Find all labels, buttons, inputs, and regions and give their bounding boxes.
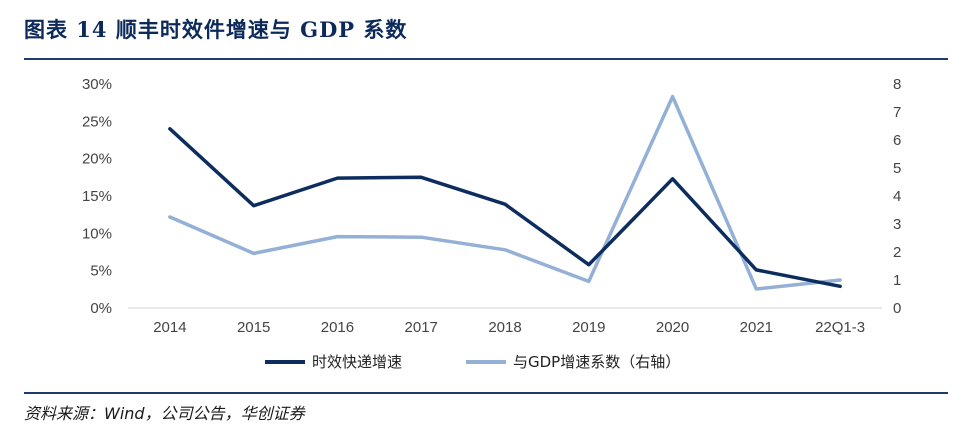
left-tick-label: 0%	[90, 300, 112, 317]
right-tick-label: 0	[893, 300, 901, 317]
right-tick-label: 2	[893, 244, 901, 261]
x-tick-label: 22Q1-3	[815, 319, 865, 336]
x-tick-label: 2014	[153, 319, 186, 336]
right-axis-ticks: 0 1 2 3 4 5 6 7 8	[893, 76, 901, 317]
right-tick-label: 3	[893, 216, 901, 233]
x-tick-label: 2017	[405, 319, 438, 336]
series-line-2	[168, 94, 842, 291]
x-tick-label: 2021	[740, 319, 773, 336]
series-layer	[168, 94, 842, 291]
x-tick-label: 2015	[237, 319, 270, 336]
left-tick-label: 20%	[82, 151, 112, 168]
x-tick-label: 2016	[321, 319, 354, 336]
right-tick-label: 7	[893, 104, 901, 121]
source-note: 资料来源：Wind，公司公告，华创证券	[24, 404, 305, 423]
legend-label-1: 时效快递增速	[312, 353, 402, 371]
left-tick-label: 30%	[82, 76, 112, 93]
left-axis-ticks: 0% 5% 10% 15% 20% 25% 30%	[82, 76, 112, 317]
footer-rule	[24, 392, 948, 394]
right-tick-label: 1	[893, 272, 901, 289]
legend: 时效快递增速 与GDP增速系数（右轴）	[265, 353, 680, 371]
left-tick-label: 25%	[82, 113, 112, 130]
x-tick-label: 2020	[656, 319, 689, 336]
x-tick-label: 2019	[572, 319, 605, 336]
series-line-1	[168, 127, 842, 289]
right-tick-label: 4	[893, 188, 901, 205]
left-tick-label: 15%	[82, 188, 112, 205]
right-tick-label: 8	[893, 76, 901, 93]
legend-label-2: 与GDP增速系数（右轴）	[513, 353, 680, 371]
x-tick-label: 2018	[488, 319, 521, 336]
right-tick-label: 6	[893, 132, 901, 149]
chart-title: 图表 14 顺丰时效件增速与 GDP 系数	[24, 17, 408, 42]
left-tick-label: 10%	[82, 225, 112, 242]
x-axis-ticks: 2014 2015 2016 2017 2018 2019 2020 2021 22Q1-3	[153, 319, 865, 336]
left-tick-label: 5%	[90, 263, 112, 280]
right-tick-label: 5	[893, 160, 901, 177]
title-rule	[24, 58, 948, 60]
